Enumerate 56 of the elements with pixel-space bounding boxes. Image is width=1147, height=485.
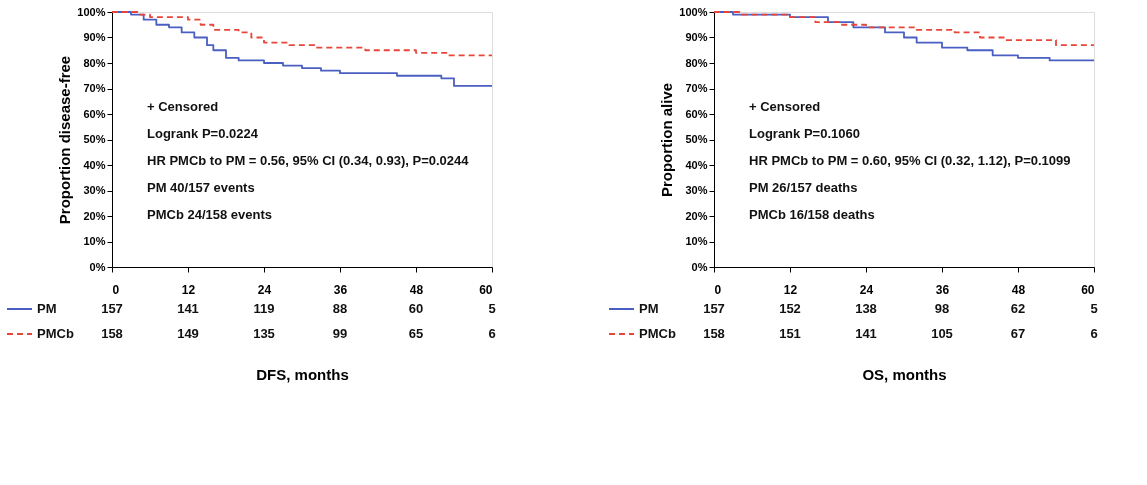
y-tick-label: 0% (691, 260, 708, 273)
x-tick-label: 0 (714, 282, 722, 297)
annotation: PM 40/157 events (147, 180, 255, 195)
y-tick-label: 20% (83, 209, 106, 222)
x-axis-title: OS, months (862, 365, 947, 383)
y-tick-label: 70% (685, 82, 708, 94)
legend-label: PM (37, 301, 57, 316)
annotation: PMCb 16/158 deaths (749, 207, 875, 222)
annotation: HR PMCb to PM = 0.60, 95% CI (0.32, 1.12), P=0.1099 (749, 153, 1071, 168)
annotation: PMCb 24/158 events (147, 207, 273, 222)
y-tick-label: 50% (83, 133, 106, 145)
text: 158 149 135 99 65 6 (101, 326, 496, 341)
y-tick-label: 70% (83, 82, 106, 94)
y-tick-label: 80% (685, 56, 708, 69)
y-tick-label: 50% (685, 133, 708, 145)
y-axis-title: Proportion disease-free (56, 55, 74, 225)
y-tick-label: 100% (679, 5, 708, 18)
x-tick-label: 60 (1081, 282, 1095, 297)
y-axis-title: Proportion alive (658, 82, 676, 198)
y-tick-label: 30% (685, 184, 708, 196)
y-tick-label: 90% (83, 31, 106, 43)
x-tick-label: 24 (257, 282, 272, 297)
y-tick-label: 60% (83, 107, 106, 120)
x-axis-title: DFS, months (256, 365, 349, 383)
y-tick-label: 0% (89, 260, 106, 273)
text: 157 141 119 88 60 5 (101, 301, 496, 316)
legend-label: PM (639, 301, 659, 316)
y-tick-label: 40% (83, 158, 106, 171)
x-tick-label: 48 (1011, 282, 1026, 297)
y-tick-label: 100% (77, 5, 106, 18)
annotation: + Censored (749, 99, 821, 114)
annotation: Logrank P=0.0224 (147, 126, 259, 141)
y-tick-label: 10% (685, 235, 708, 247)
text: 158 151 141 105 67 6 (703, 326, 1098, 341)
y-tick-label: 90% (685, 31, 708, 43)
annotation: + Censored (147, 99, 219, 114)
y-tick-label: 40% (685, 158, 708, 171)
x-tick-label: 48 (409, 282, 424, 297)
x-tick-label: 0 (112, 282, 120, 297)
x-tick-label: 36 (333, 282, 348, 297)
x-tick-label: 36 (935, 282, 950, 297)
y-tick-label: 80% (83, 56, 106, 69)
y-tick-label: 30% (83, 184, 106, 196)
x-tick-label: 60 (479, 282, 493, 297)
x-tick-label: 12 (783, 282, 798, 297)
text: 157 152 138 98 62 5 (703, 301, 1098, 316)
y-tick-label: 20% (685, 209, 708, 222)
annotation: HR PMCb to PM = 0.56, 95% CI (0.34, 0.93), P=0.0244 (147, 153, 470, 168)
x-tick-label: 24 (859, 282, 874, 297)
annotation: PM 26/157 deaths (749, 180, 858, 195)
x-tick-label: 12 (181, 282, 196, 297)
annotation: Logrank P=0.1060 (749, 126, 860, 141)
y-tick-label: 60% (685, 107, 708, 120)
legend-label: PMCb (639, 326, 676, 341)
y-tick-label: 10% (83, 235, 106, 247)
legend-label: PMCb (37, 326, 74, 341)
